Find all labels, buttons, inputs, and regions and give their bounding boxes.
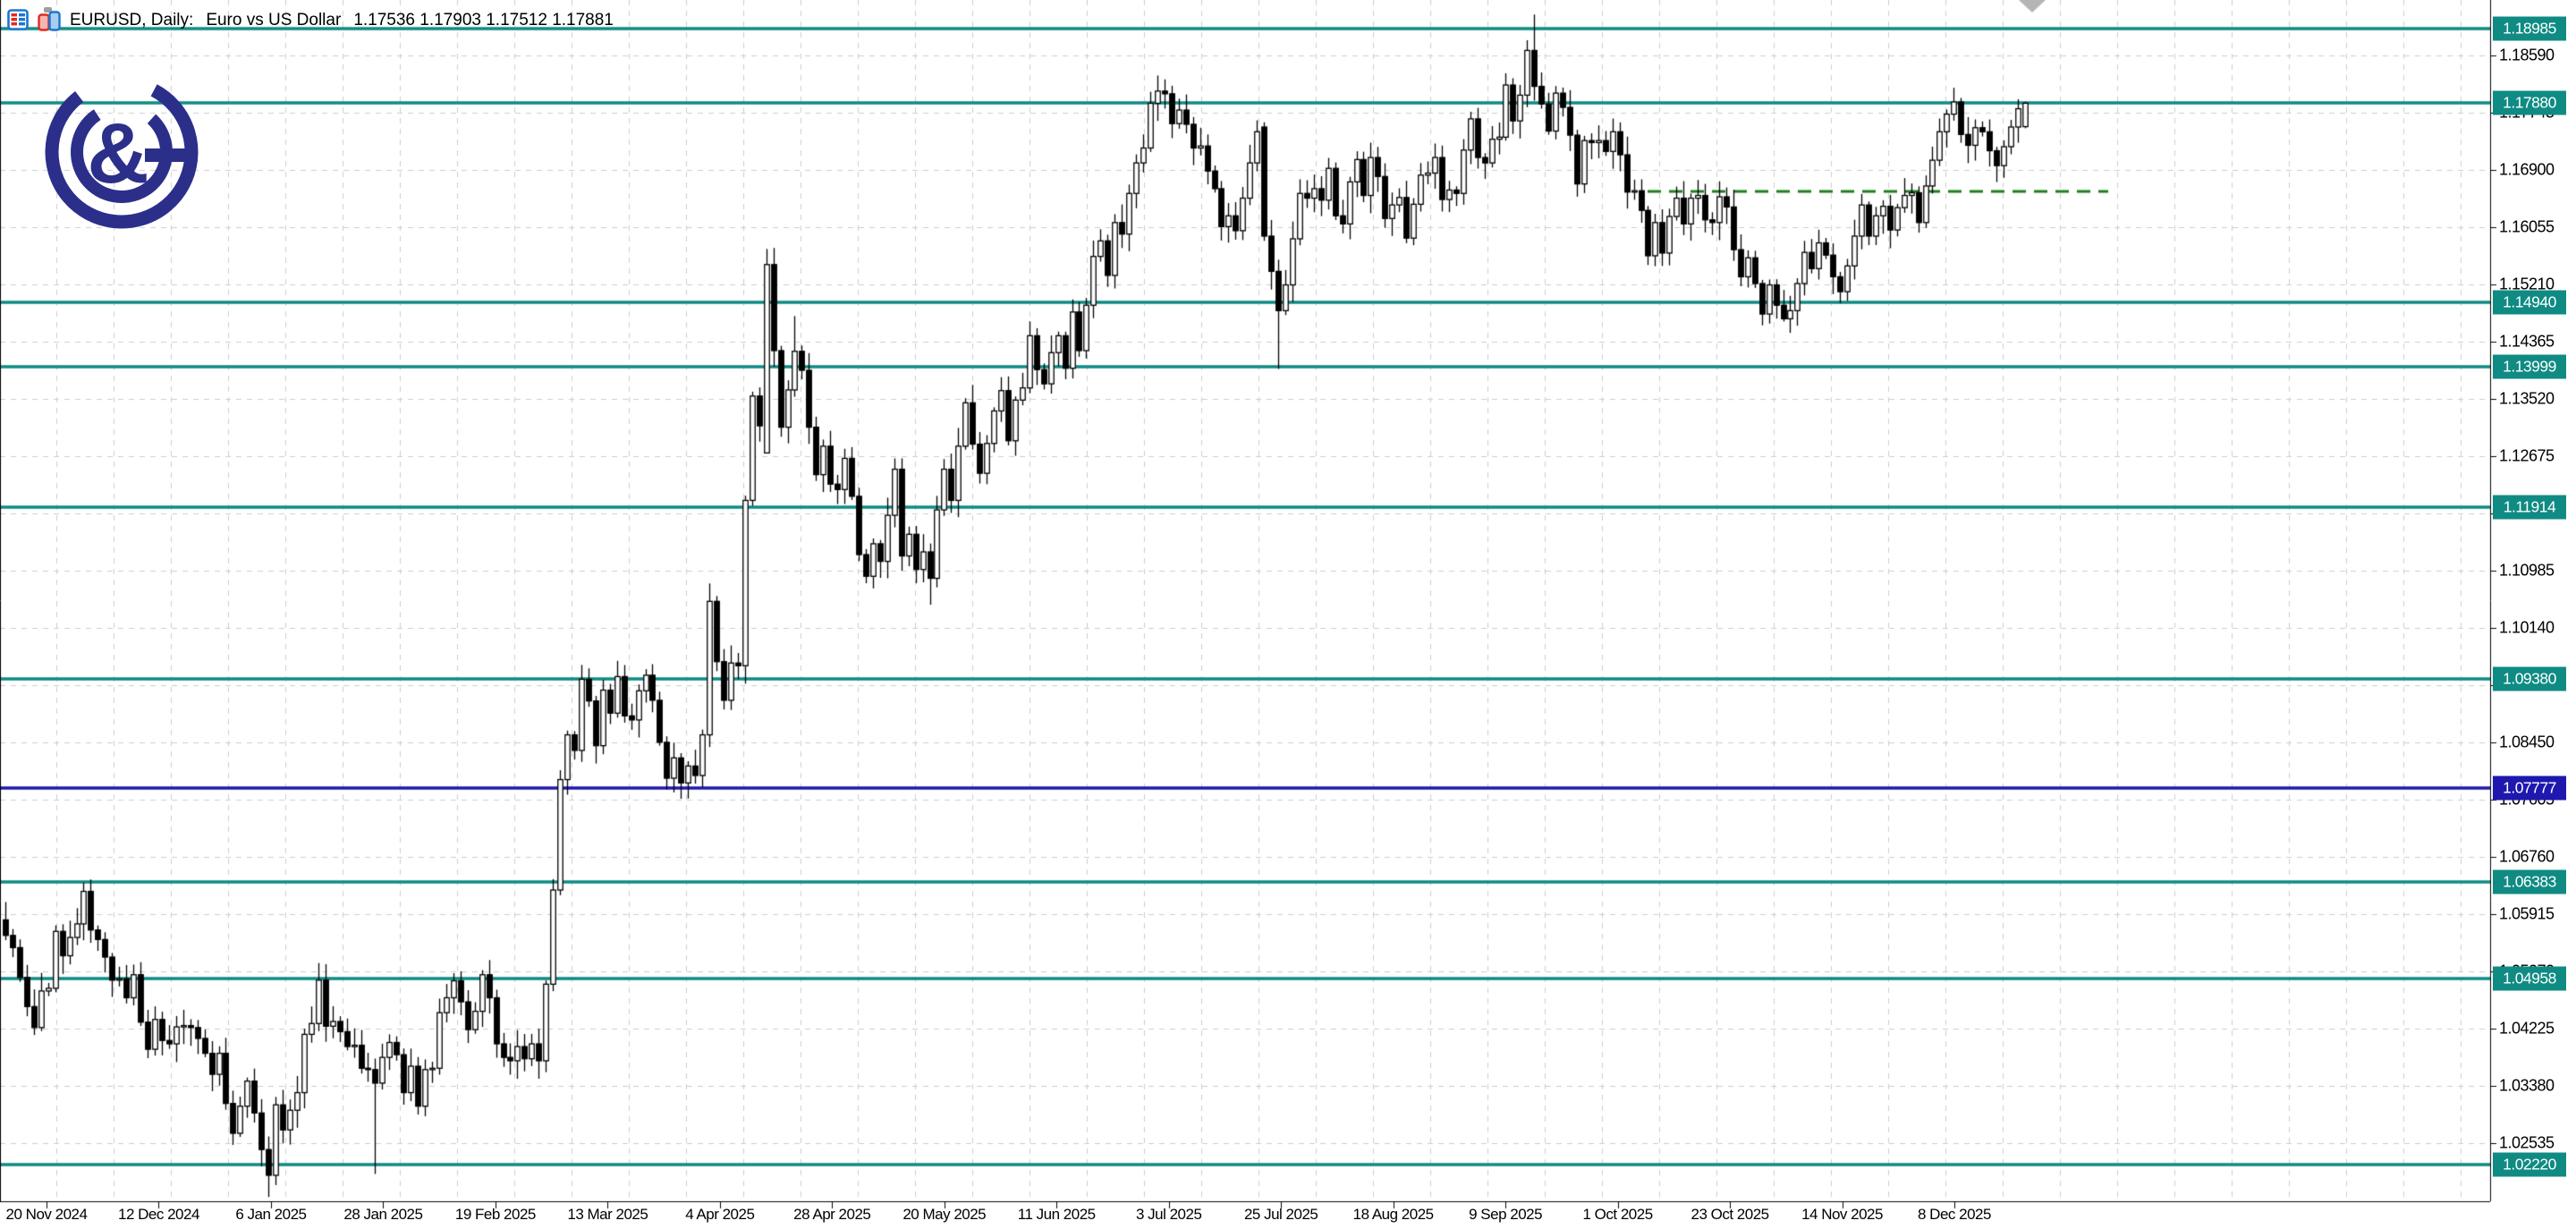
price-line-tag[interactable]: 1.18985 bbox=[2493, 16, 2566, 41]
price-line-tag[interactable]: 1.11914 bbox=[2493, 495, 2566, 520]
x-axis-label: 20 May 2025 bbox=[902, 1206, 987, 1223]
price-line-tag[interactable]: 1.17880 bbox=[2493, 90, 2566, 115]
y-axis-label: 1.16055 bbox=[2499, 217, 2555, 236]
y-axis-label: 1.06760 bbox=[2499, 847, 2555, 866]
x-axis-label: 11 Jun 2025 bbox=[1017, 1206, 1096, 1223]
market-watch-icon[interactable] bbox=[7, 7, 29, 35]
y-axis-label: 1.02535 bbox=[2499, 1133, 2555, 1152]
new-chart-icon[interactable] bbox=[37, 5, 62, 37]
price-line-tag[interactable]: 1.07777 bbox=[2493, 776, 2566, 801]
x-axis-label: 18 Aug 2025 bbox=[1352, 1206, 1434, 1223]
price-line-tag[interactable]: 1.02220 bbox=[2493, 1152, 2566, 1177]
x-axis-label: 8 Dec 2025 bbox=[1918, 1206, 1991, 1223]
x-axis-label: 19 Feb 2025 bbox=[454, 1206, 536, 1223]
x-axis-label: 4 Apr 2025 bbox=[685, 1206, 755, 1223]
chart-title: EURUSD, Daily: Euro vs US Dollar 1.17536 1… bbox=[70, 11, 614, 30]
x-axis-label: 25 Jul 2025 bbox=[1243, 1206, 1318, 1223]
x-axis-label: 9 Sep 2025 bbox=[1469, 1206, 1543, 1223]
x-axis-label: 3 Jul 2025 bbox=[1135, 1206, 1202, 1223]
y-axis-label: 1.04225 bbox=[2499, 1019, 2555, 1038]
y-axis-label: 1.15210 bbox=[2499, 275, 2555, 293]
chart-title-bar: EURUSD, Daily: Euro vs US Dollar 1.17536 1… bbox=[7, 5, 614, 36]
y-axis-label: 1.03380 bbox=[2499, 1076, 2555, 1095]
price-line-tag[interactable]: 1.13999 bbox=[2493, 354, 2566, 378]
y-axis-label: 1.16900 bbox=[2499, 160, 2555, 179]
price-line-tag[interactable]: 1.14940 bbox=[2493, 290, 2566, 315]
y-axis-label: 1.14365 bbox=[2499, 332, 2555, 351]
x-axis-label: 1 Oct 2025 bbox=[1582, 1206, 1653, 1223]
x-axis-label: 6 Jan 2025 bbox=[235, 1206, 307, 1223]
x-axis-label: 14 Nov 2025 bbox=[1801, 1206, 1883, 1223]
x-axis-label: 20 Nov 2024 bbox=[5, 1206, 88, 1223]
x-axis-label: 12 Dec 2024 bbox=[118, 1206, 199, 1223]
price-line-tag[interactable]: 1.09380 bbox=[2493, 666, 2566, 691]
x-axis-label: 13 Mar 2025 bbox=[567, 1206, 648, 1223]
y-axis-label: 1.05915 bbox=[2499, 904, 2555, 923]
cg-broker-logo: & bbox=[39, 72, 209, 246]
y-axis-label: 1.10985 bbox=[2499, 561, 2555, 580]
y-axis-label: 1.08450 bbox=[2499, 733, 2555, 751]
y-axis-label: 1.18590 bbox=[2499, 46, 2555, 64]
x-axis-label: 28 Jan 2025 bbox=[343, 1206, 423, 1223]
x-axis-label: 23 Oct 2025 bbox=[1690, 1206, 1769, 1223]
y-axis-label: 1.12675 bbox=[2499, 446, 2555, 465]
chart-symbol-period: EURUSD, Daily: bbox=[70, 11, 194, 30]
y-axis-label: 1.10140 bbox=[2499, 618, 2555, 637]
chart-ohlc-values: 1.17536 1.17903 1.17512 1.17881 bbox=[353, 11, 614, 30]
logo-ampersand: & bbox=[87, 106, 148, 201]
chart-description: Euro vs US Dollar bbox=[206, 11, 342, 30]
price-line-tag[interactable]: 1.06383 bbox=[2493, 869, 2566, 894]
logo-inner-ring bbox=[71, 101, 173, 203]
price-line-tag[interactable]: 1.04958 bbox=[2493, 966, 2566, 991]
logo-g-bar bbox=[145, 148, 191, 162]
y-axis-label: 1.13520 bbox=[2499, 389, 2555, 408]
x-axis-label: 28 Apr 2025 bbox=[793, 1206, 871, 1223]
